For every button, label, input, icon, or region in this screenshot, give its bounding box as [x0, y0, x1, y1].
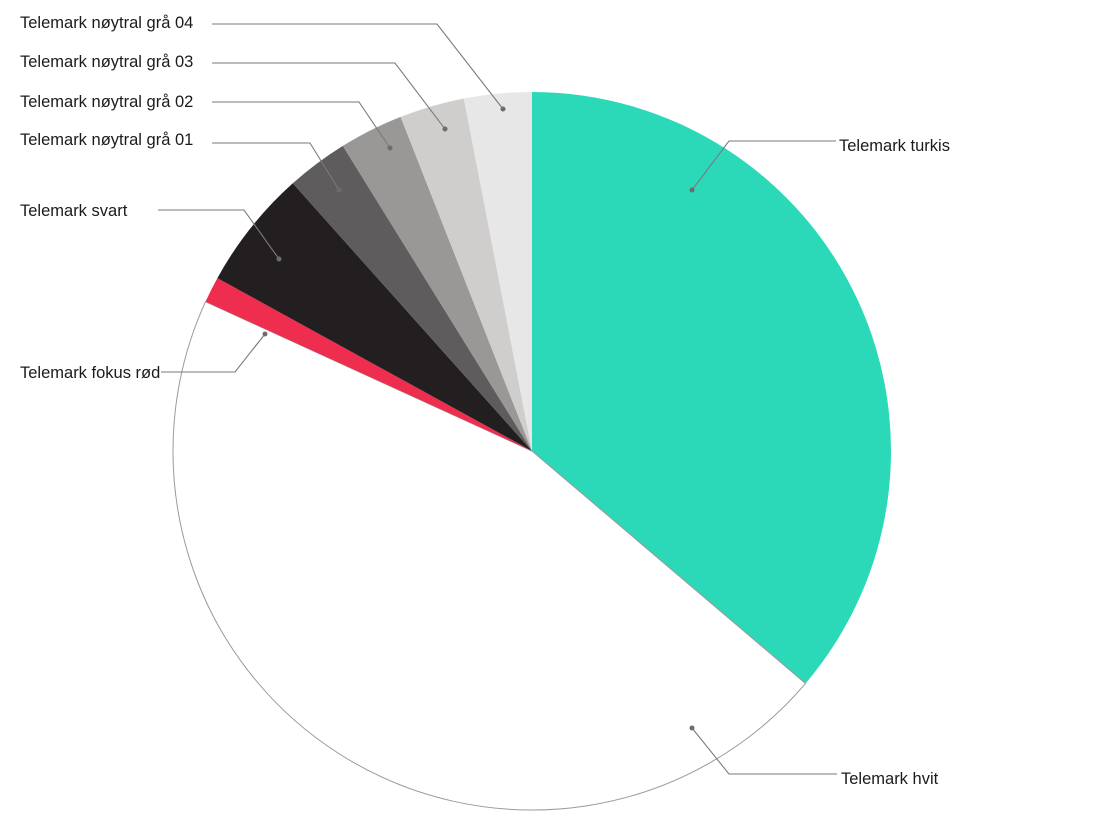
svg-text:Telemark turkis: Telemark turkis	[839, 137, 950, 155]
svg-text:Telemark nøytral grå 03: Telemark nøytral grå 03	[20, 53, 193, 71]
svg-text:Telemark nøytral grå 01: Telemark nøytral grå 01	[20, 131, 193, 149]
svg-text:Telemark nøytral grå 02: Telemark nøytral grå 02	[20, 93, 193, 111]
svg-text:Telemark svart: Telemark svart	[20, 202, 128, 220]
svg-text:Telemark hvit: Telemark hvit	[841, 770, 939, 788]
svg-text:Telemark nøytral grå 04: Telemark nøytral grå 04	[20, 14, 193, 32]
svg-text:Telemark fokus rød: Telemark fokus rød	[20, 364, 160, 382]
